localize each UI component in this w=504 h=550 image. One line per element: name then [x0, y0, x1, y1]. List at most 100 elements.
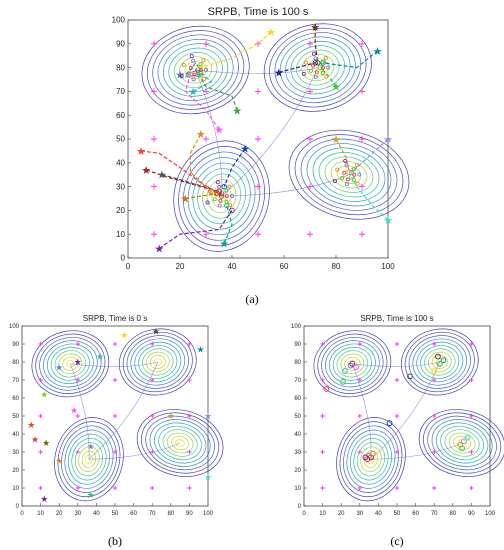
- agent-end-circle: [221, 183, 227, 190]
- x-tick-label: 60: [412, 511, 419, 517]
- agent-cluster-circle: [344, 163, 349, 168]
- contour-line: [339, 421, 403, 498]
- agent-start-star: ★: [266, 27, 276, 39]
- agent-cluster-circle: [189, 54, 194, 59]
- agent-circle: [349, 360, 356, 367]
- contour-line: [404, 331, 475, 393]
- grid-marker: [151, 183, 157, 190]
- contour-line: [157, 38, 234, 102]
- agent-star: ★: [204, 472, 212, 482]
- grid-marker: [38, 485, 43, 491]
- contour-line: [197, 168, 246, 225]
- contour-line: [332, 346, 372, 381]
- agent-circle: [440, 357, 447, 364]
- agent-cluster-circle: [218, 198, 223, 203]
- contour-line: [130, 338, 186, 386]
- x-tick-label: 40: [93, 511, 100, 517]
- grid-marker: [357, 377, 362, 383]
- contour-line: [317, 333, 388, 394]
- agent-star: ★: [152, 326, 160, 336]
- grid-marker: [38, 449, 43, 455]
- grid-marker: [394, 449, 400, 455]
- contour-bridge-line: [70, 361, 158, 367]
- grid-marker: [151, 40, 157, 47]
- contour-line: [279, 36, 356, 99]
- grid-marker: [187, 413, 192, 419]
- y-tick-label: 70: [116, 87, 125, 96]
- grid-marker: [394, 485, 400, 491]
- contour-line: [57, 421, 121, 498]
- contour-line: [444, 429, 480, 457]
- x-tick-label: 10: [319, 511, 326, 517]
- agent-cluster-circle: [198, 67, 203, 72]
- x-tick-label: 60: [280, 262, 289, 271]
- grid-marker: [307, 88, 313, 95]
- contour-line: [138, 345, 178, 379]
- y-tick-label: 80: [116, 63, 125, 72]
- contour-line: [324, 156, 374, 193]
- agent-cluster-circle: [186, 71, 191, 76]
- contour-line: [412, 338, 468, 386]
- agent-circle: [353, 364, 359, 371]
- contour-line: [192, 162, 251, 230]
- contour-line: [43, 340, 98, 388]
- x-tick-label: 20: [176, 262, 185, 271]
- contour-line: [35, 333, 106, 394]
- agent-cluster-circle: [224, 194, 229, 199]
- grid-marker: [112, 485, 118, 491]
- agent-circle: [435, 353, 441, 360]
- contour-line: [122, 331, 193, 393]
- y-tick-label: 60: [294, 396, 301, 402]
- contour-line: [163, 43, 229, 97]
- contour-bridge-line: [370, 442, 463, 460]
- contour-line: [336, 417, 406, 502]
- agent-cluster-circle: [312, 51, 317, 56]
- contour-line: [78, 446, 100, 473]
- agent-start-star: ★: [373, 46, 383, 58]
- grid-marker: [151, 136, 157, 142]
- grid-marker: [432, 485, 437, 491]
- agent-start-star: ★: [219, 239, 229, 251]
- x-tick-label: 80: [167, 511, 174, 517]
- y-tick-label: 20: [116, 206, 125, 215]
- agent-cluster-circle: [343, 158, 348, 163]
- grid-marker: [150, 485, 155, 491]
- agent-cluster-circle: [181, 62, 186, 67]
- agent-star: ★: [96, 352, 104, 362]
- contour-line: [306, 143, 392, 207]
- grid-marker: [112, 341, 118, 347]
- grid-marker: [255, 231, 261, 238]
- agent-star: ★: [55, 456, 63, 466]
- x-tick-label: 40: [375, 511, 382, 517]
- agent-cluster-circle: [192, 72, 197, 77]
- y-tick-label: 50: [12, 414, 19, 420]
- contour-line: [300, 138, 398, 211]
- agent-cluster-circle: [340, 175, 345, 180]
- contour-line: [184, 60, 207, 80]
- grid-marker: [203, 136, 209, 142]
- agent-cluster-circle: [320, 65, 325, 70]
- x-tick-label: 10: [37, 511, 44, 517]
- agent-cluster-circle: [313, 56, 318, 61]
- grid-marker: [432, 449, 437, 455]
- agent-cluster-circle: [311, 63, 316, 68]
- contour-line: [344, 356, 361, 371]
- contour-line: [423, 412, 502, 474]
- grid-marker: [307, 183, 313, 190]
- x-tick-label: 90: [468, 511, 475, 517]
- contour-line: [187, 157, 256, 236]
- y-tick-label: 40: [12, 432, 19, 438]
- grid-marker: [469, 485, 474, 491]
- panel-c-chart: SRPB, Time is 100 s 0 10 20 30 40 50 60 70 80 90 1…: [291, 314, 504, 517]
- agent-star: ★: [40, 494, 48, 504]
- agent-end-circle: [346, 169, 352, 175]
- agent-cluster-circle: [301, 71, 306, 76]
- agent-cluster-circle: [355, 181, 360, 186]
- contour-line: [145, 415, 215, 471]
- panel-b-title: SRPB, Time is 0 s: [83, 314, 147, 323]
- contour-line: [64, 429, 114, 489]
- panel-c-label: (c): [390, 534, 403, 548]
- grid-marker: [151, 231, 157, 238]
- agent-start-star: ★: [214, 124, 224, 136]
- agent-cluster-circle: [191, 77, 196, 82]
